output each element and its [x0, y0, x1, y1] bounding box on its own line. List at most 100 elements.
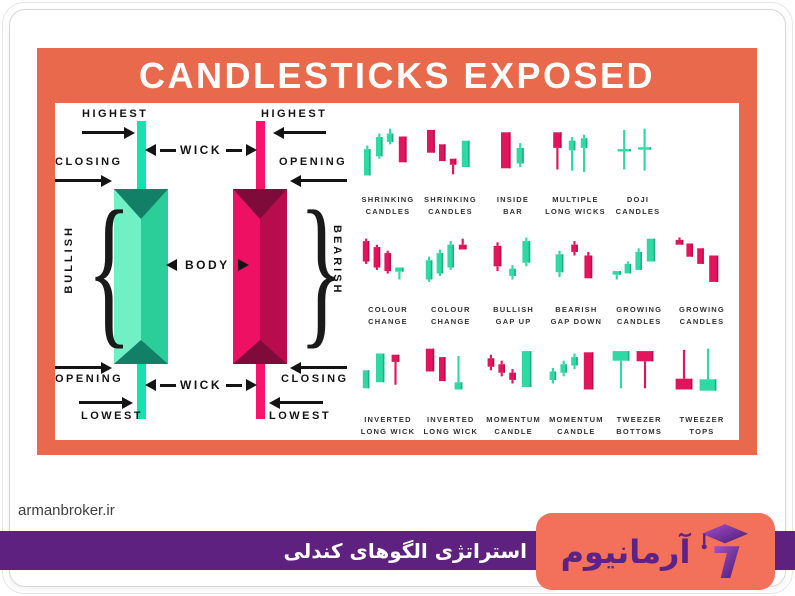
bullish-candle-graphic	[114, 121, 168, 419]
label-body: BODY	[166, 258, 249, 272]
body-text: BODY	[185, 258, 230, 272]
arrow-highest-right	[273, 126, 326, 139]
pattern-momentum-candle-1: MOMENTUM CANDLE	[483, 335, 545, 445]
pattern-row-1: SHRINKING CANDLES SHRINKING CANDLES INSIDE BA…	[357, 115, 669, 225]
arrow-lowest-left	[79, 396, 133, 409]
pattern-label: COLOUR CHANGE	[368, 305, 408, 327]
pattern-graphic-inside-bar	[501, 132, 524, 169]
pattern-graphic-tweezer-bottoms	[612, 351, 654, 389]
pattern-bearish-gap-down: BEARISH GAP DOWN	[545, 225, 607, 335]
pattern-colour-change-2: COLOUR CHANGE	[420, 225, 482, 335]
pattern-graphic-tweezer-tops	[675, 348, 717, 391]
arrow-highest-left	[82, 126, 135, 139]
pattern-graphic-shrinking-candles-2	[426, 129, 470, 175]
pattern-graphic-bearish-gap-down	[555, 241, 593, 279]
pattern-graphic-inverted-long-wick-1	[362, 353, 400, 389]
footer-caption: استراتژی الگوهای کندلی	[283, 538, 527, 563]
pattern-label: INVERTED LONG WICK	[423, 415, 479, 437]
bullish-lower-wick	[136, 364, 146, 419]
bullish-body-light-face	[114, 189, 141, 364]
pattern-graphic-colour-change-2	[425, 238, 467, 282]
pattern-row-2: COLOUR CHANGE COLOUR CHANGE BULLISH GAP UP BEA…	[357, 225, 733, 335]
arrow-lowest-right	[269, 396, 323, 409]
pattern-tweezer-tops: TWEEZER TOPS	[671, 335, 733, 445]
bullish-body	[114, 189, 168, 364]
brand-name: آرمانیوم	[560, 532, 691, 571]
label-lowest-left: LOWEST	[81, 410, 144, 422]
arrow-closing-bottom-right	[290, 361, 347, 374]
label-lowest-right: LOWEST	[269, 410, 332, 422]
pattern-inside-bar: INSIDE BAR	[482, 115, 544, 225]
bearish-upper-wick	[255, 121, 265, 189]
pattern-grid: SHRINKING CANDLES SHRINKING CANDLES INSIDE BA…	[357, 115, 737, 445]
pattern-label: TWEEZER TOPS	[679, 415, 725, 437]
bearish-candle-graphic	[233, 121, 287, 419]
wick-text: WICK	[180, 378, 222, 392]
pattern-label: BULLISH GAP UP	[493, 305, 535, 327]
pattern-graphic-growing-candles-2	[675, 237, 719, 282]
label-highest-left: HIGHEST	[82, 108, 149, 120]
brace-left: {	[87, 177, 132, 363]
pattern-multiple-long-wicks: MULTIPLE LONG WICKS	[545, 115, 607, 225]
graduation-cap-logo-icon	[702, 523, 749, 578]
brand-badge: آرمانیوم	[536, 513, 775, 590]
pattern-graphic-doji-candles	[617, 128, 652, 171]
pattern-label: GROWING CANDLES	[679, 305, 725, 327]
candle-anatomy-diagram: HIGHEST HIGHEST WICK CLOSING OPENING BOD…	[55, 103, 357, 440]
orange-poster-panel: CANDLESTICKS EXPOSED	[37, 48, 757, 455]
pattern-label: MOMENTUM CANDLE	[549, 415, 604, 437]
pattern-graphic-shrinking-candles-1	[364, 128, 407, 176]
label-closing-left: CLOSING	[55, 156, 123, 168]
pattern-label: MOMENTUM CANDLE	[486, 415, 541, 437]
pattern-label: SHRINKING CANDLES	[361, 195, 415, 217]
pattern-momentum-candle-2: MOMENTUM CANDLE	[545, 335, 607, 445]
pattern-inverted-long-wick-2: INVERTED LONG WICK	[420, 335, 482, 445]
label-wick-top: WICK	[145, 143, 257, 157]
pattern-doji-candles: DOJI CANDLES	[607, 115, 669, 225]
label-highest-right: HIGHEST	[261, 108, 328, 120]
watermark-url: armanbroker.ir	[18, 502, 115, 519]
bullish-upper-wick	[136, 121, 146, 189]
label-wick-bottom: WICK	[145, 378, 257, 392]
pattern-label: INVERTED LONG WICK	[360, 415, 416, 437]
label-bullish: BULLISH	[63, 225, 75, 294]
pattern-bullish-gap-up: BULLISH GAP UP	[483, 225, 545, 335]
label-closing-bottom-right: CLOSING	[281, 373, 349, 385]
pattern-label: COLOUR CHANGE	[430, 305, 471, 327]
pattern-label: MULTIPLE LONG WICKS	[545, 195, 606, 217]
wick-text: WICK	[180, 143, 222, 157]
pattern-shrinking-candles-2: SHRINKING CANDLES	[420, 115, 482, 225]
pattern-growing-candles-1: GROWING CANDLES	[608, 225, 670, 335]
bullish-body-dark-face	[141, 189, 168, 364]
pattern-graphic-multiple-long-wicks	[552, 132, 587, 172]
pattern-graphic-momentum-candle-2	[549, 352, 594, 390]
pattern-graphic-momentum-candle-1	[487, 351, 531, 388]
poster-content: HIGHEST HIGHEST WICK CLOSING OPENING BOD…	[55, 103, 739, 440]
pattern-label: GROWING CANDLES	[616, 305, 663, 327]
pattern-graphic-bullish-gap-up	[493, 237, 530, 280]
poster-title: CANDLESTICKS EXPOSED	[138, 55, 656, 96]
brace-right: }	[299, 177, 344, 363]
arrow-opening-right	[290, 174, 347, 187]
bearish-lower-wick	[255, 364, 265, 419]
label-bearish: BEARISH	[331, 225, 343, 296]
pattern-label: DOJI CANDLES	[615, 195, 661, 217]
pattern-label: BEARISH GAP DOWN	[550, 305, 603, 327]
pattern-graphic-growing-candles-1	[612, 238, 656, 280]
label-opening-right: OPENING	[279, 156, 348, 168]
bearish-body	[233, 189, 287, 364]
pattern-colour-change-1: COLOUR CHANGE	[357, 225, 419, 335]
bearish-body-dark-face	[260, 189, 287, 364]
pattern-growing-candles-2: GROWING CANDLES	[671, 225, 733, 335]
pattern-label: TWEEZER BOTTOMS	[616, 415, 663, 437]
pattern-graphic-inverted-long-wick-2	[425, 348, 463, 390]
arrow-closing-left	[55, 174, 112, 187]
pattern-graphic-colour-change-1	[362, 238, 404, 280]
pattern-label: INSIDE BAR	[496, 195, 530, 217]
label-opening-bottom-left: OPENING	[55, 373, 124, 385]
pattern-row-3: INVERTED LONG WICK INVERTED LONG WICK MOMENT…	[357, 335, 733, 445]
pattern-inverted-long-wick-1: INVERTED LONG WICK	[357, 335, 419, 445]
pattern-label: SHRINKING CANDLES	[424, 195, 477, 217]
